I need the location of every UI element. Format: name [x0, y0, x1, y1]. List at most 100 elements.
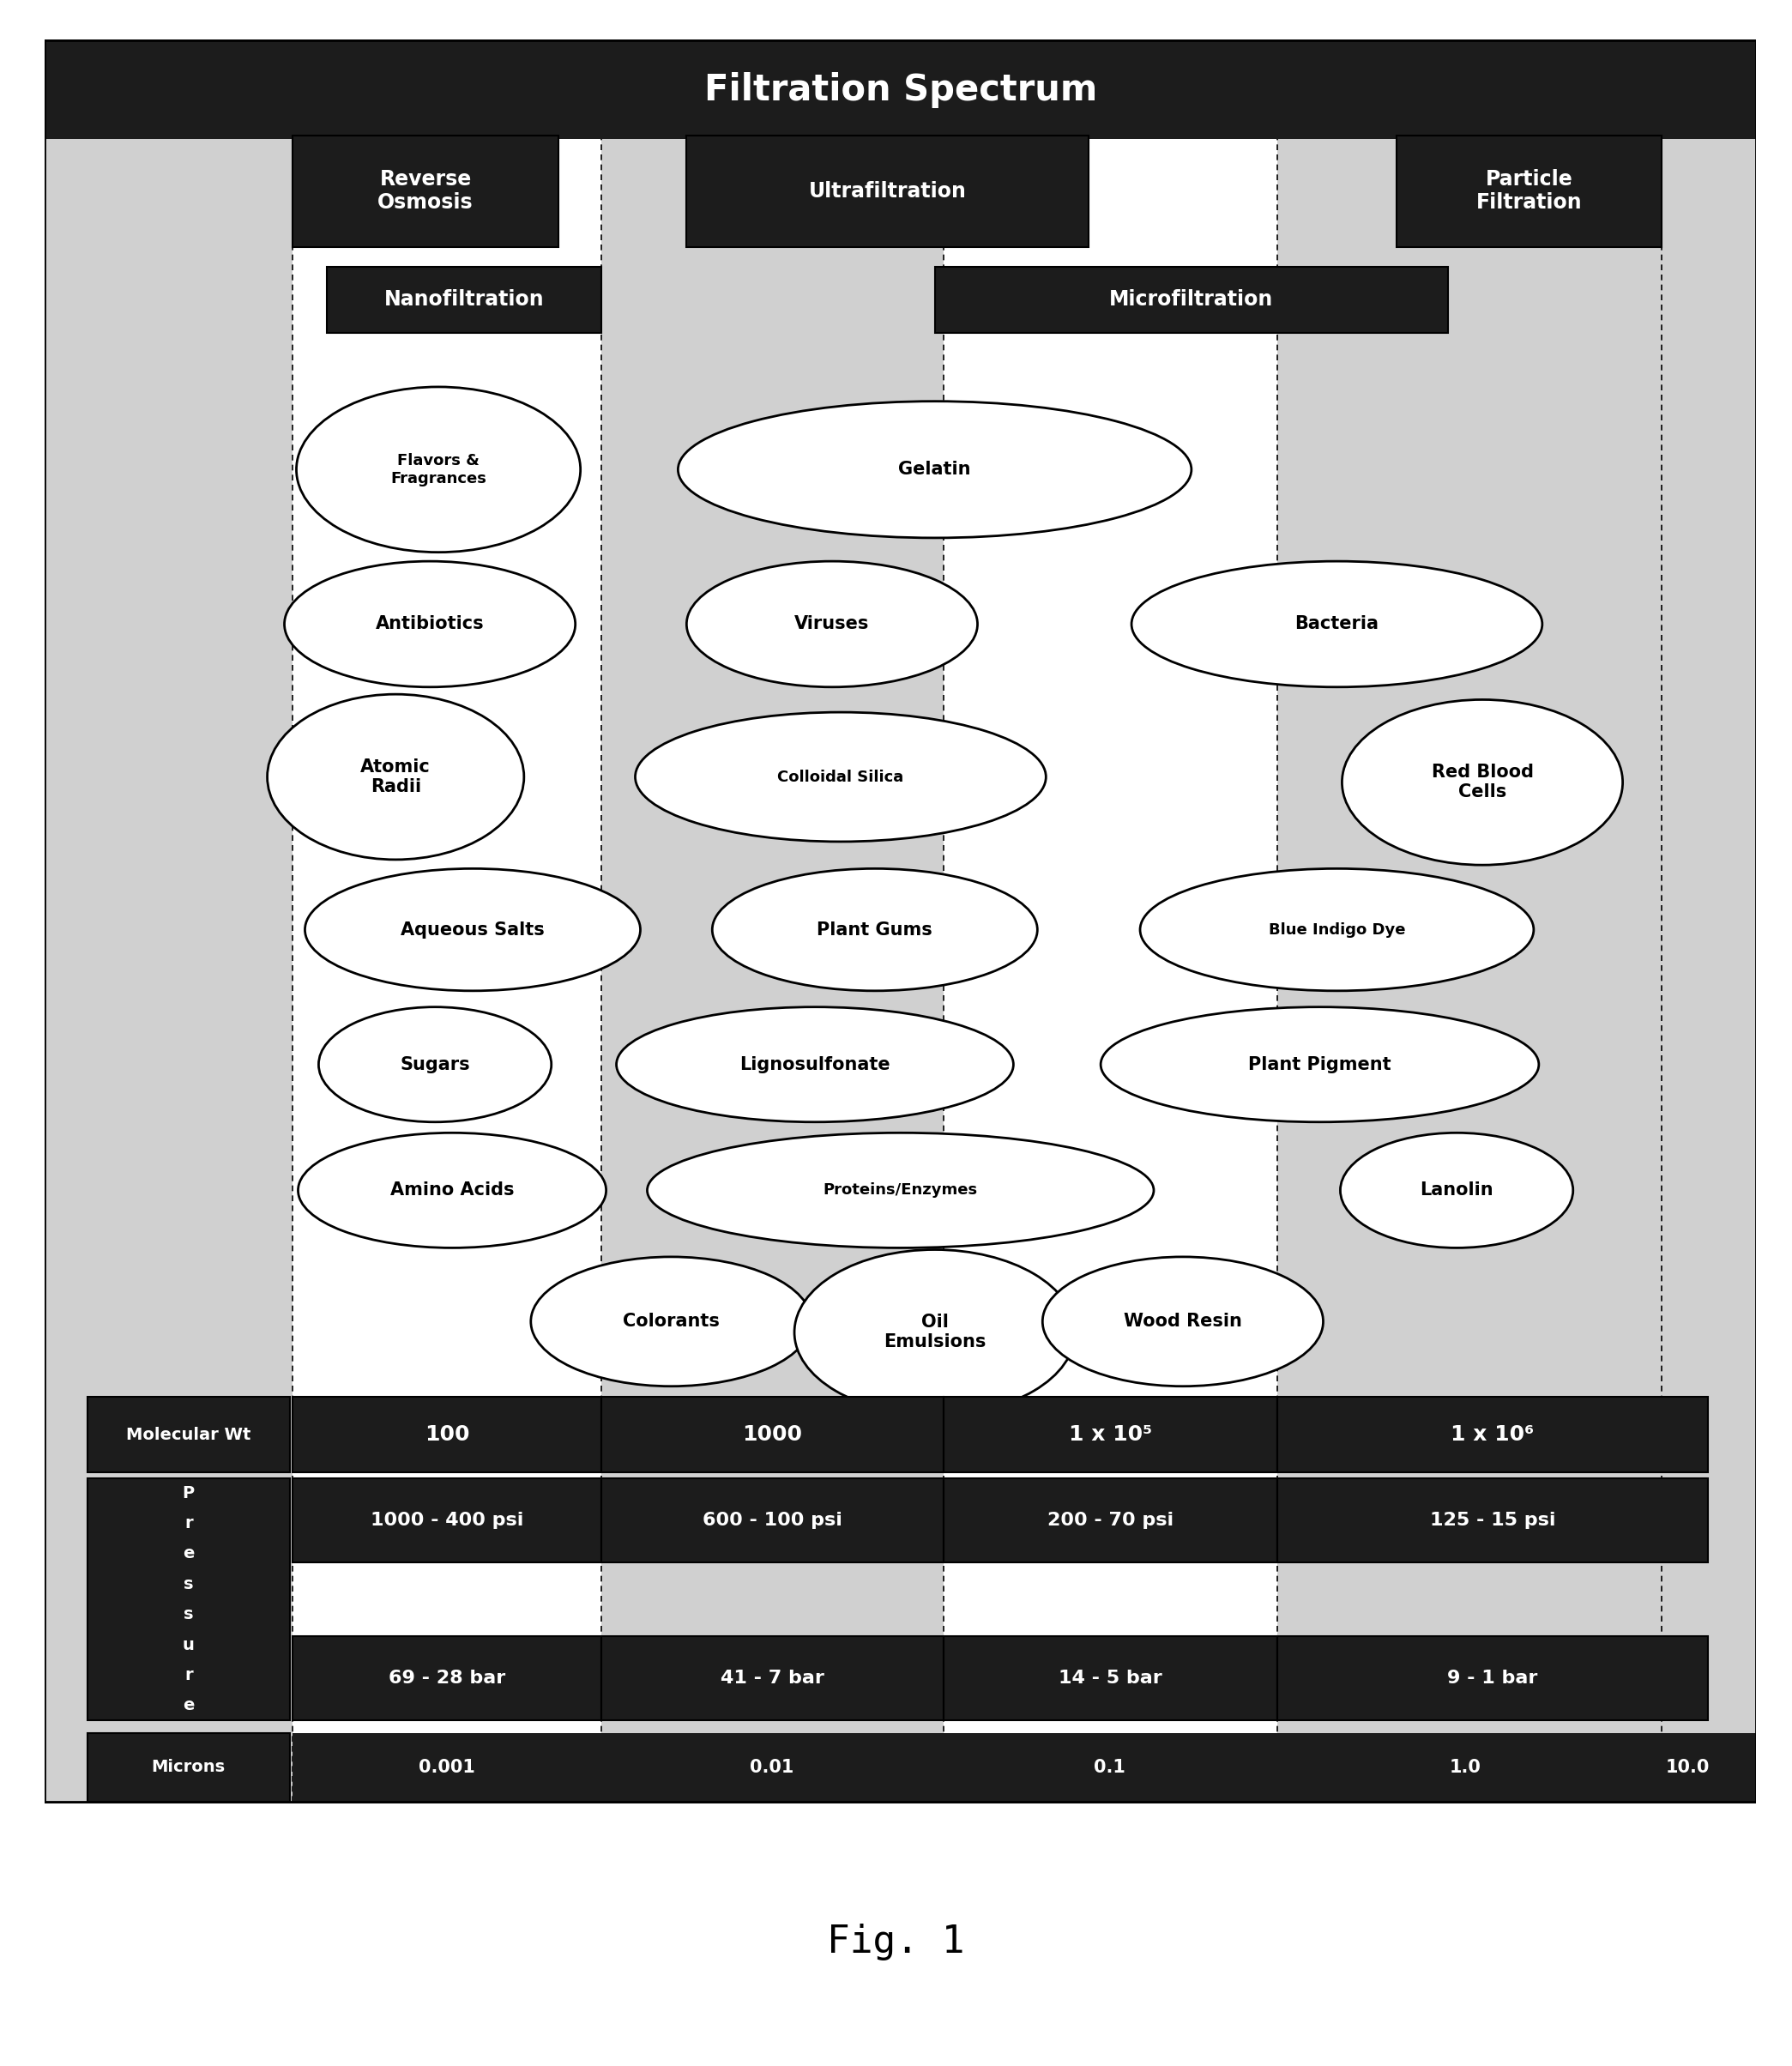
Text: 1 x 10⁵: 1 x 10⁵	[1068, 1423, 1152, 1444]
Bar	[1396, 134, 1661, 246]
Ellipse shape	[305, 868, 640, 992]
Bar	[943, 1636, 1278, 1721]
Ellipse shape	[647, 1132, 1154, 1248]
Ellipse shape	[1043, 1256, 1322, 1386]
Ellipse shape	[686, 562, 977, 688]
Bar	[600, 1636, 943, 1721]
Text: Sugars: Sugars	[400, 1056, 470, 1072]
Ellipse shape	[267, 694, 523, 859]
Text: s: s	[183, 1576, 194, 1593]
Text: e: e	[183, 1545, 194, 1562]
Text: s: s	[183, 1605, 194, 1622]
Bar	[292, 134, 559, 246]
Text: u: u	[183, 1636, 195, 1653]
Bar	[292, 1397, 600, 1473]
Text: 69 - 28 bar: 69 - 28 bar	[389, 1669, 505, 1688]
Text: Wood Resin: Wood Resin	[1124, 1314, 1242, 1331]
Ellipse shape	[296, 386, 581, 552]
Text: Plant Pigment: Plant Pigment	[1249, 1056, 1391, 1072]
Text: 10.0: 10.0	[1667, 1758, 1710, 1777]
Bar	[1278, 1636, 1708, 1721]
Ellipse shape	[297, 1132, 606, 1248]
Text: Bacteria: Bacteria	[1296, 616, 1378, 632]
Text: Atomic
Radii: Atomic Radii	[360, 758, 430, 795]
Text: Proteins/Enzymes: Proteins/Enzymes	[823, 1182, 978, 1198]
Ellipse shape	[616, 1006, 1014, 1122]
Bar	[600, 1477, 943, 1562]
Bar	[88, 1733, 290, 1802]
Text: Flavors &
Fragrances: Flavors & Fragrances	[391, 452, 486, 486]
Text: 0.01: 0.01	[751, 1758, 794, 1777]
Text: 200 - 70 psi: 200 - 70 psi	[1047, 1512, 1174, 1529]
Text: Fig. 1: Fig. 1	[828, 1923, 964, 1961]
Text: 0.001: 0.001	[419, 1758, 475, 1777]
Ellipse shape	[1100, 1006, 1539, 1122]
Text: 1.0: 1.0	[1450, 1758, 1480, 1777]
Text: Microfiltration: Microfiltration	[1109, 289, 1274, 310]
Text: r: r	[185, 1667, 194, 1684]
Bar	[1661, 138, 1756, 1802]
Text: 9 - 1 bar: 9 - 1 bar	[1448, 1669, 1538, 1688]
Text: Ultrafiltration: Ultrafiltration	[808, 180, 966, 200]
Ellipse shape	[634, 713, 1047, 841]
Text: 41 - 7 bar: 41 - 7 bar	[720, 1669, 824, 1688]
Ellipse shape	[285, 562, 575, 688]
Bar	[943, 138, 1278, 1802]
Ellipse shape	[711, 868, 1038, 992]
Text: Microns: Microns	[152, 1758, 226, 1775]
Ellipse shape	[794, 1250, 1075, 1415]
Text: 1 x 10⁶: 1 x 10⁶	[1452, 1423, 1534, 1444]
Text: Nanofiltration: Nanofiltration	[383, 289, 545, 310]
Bar	[45, 138, 292, 1802]
Text: Lanolin: Lanolin	[1419, 1182, 1493, 1198]
Bar	[292, 1636, 600, 1721]
Bar	[88, 1397, 290, 1473]
Bar	[943, 1477, 1278, 1562]
Text: Oil
Emulsions: Oil Emulsions	[883, 1314, 986, 1351]
Bar	[292, 1733, 1756, 1802]
Bar	[88, 1477, 290, 1721]
Bar	[292, 1477, 600, 1562]
Ellipse shape	[1140, 868, 1534, 992]
Text: Colloidal Silica: Colloidal Silica	[778, 769, 903, 785]
Ellipse shape	[1340, 1132, 1573, 1248]
Text: 1000: 1000	[742, 1423, 803, 1444]
Text: Antibiotics: Antibiotics	[376, 616, 484, 632]
Bar	[1278, 1477, 1708, 1562]
Ellipse shape	[530, 1256, 812, 1386]
Ellipse shape	[1342, 700, 1624, 866]
Text: Aqueous Salts: Aqueous Salts	[401, 921, 545, 938]
Text: P: P	[183, 1485, 195, 1502]
Text: Amino Acids: Amino Acids	[391, 1182, 514, 1198]
Ellipse shape	[677, 401, 1192, 537]
Bar	[292, 138, 600, 1802]
Text: Colorants: Colorants	[624, 1314, 720, 1331]
Text: r: r	[185, 1514, 194, 1531]
Bar	[1278, 138, 1661, 1802]
Bar	[600, 138, 943, 1802]
Text: e: e	[183, 1698, 194, 1713]
Text: Viruses: Viruses	[794, 616, 869, 632]
Text: Red Blood
Cells: Red Blood Cells	[1432, 764, 1534, 802]
Bar	[45, 39, 1756, 138]
Bar	[686, 134, 1090, 246]
Text: Filtration Spectrum: Filtration Spectrum	[704, 72, 1097, 107]
Text: Particle
Filtration: Particle Filtration	[1477, 169, 1582, 213]
Bar	[328, 267, 600, 333]
Text: Reverse
Osmosis: Reverse Osmosis	[378, 169, 473, 213]
Text: 125 - 15 psi: 125 - 15 psi	[1430, 1512, 1555, 1529]
Text: Lignosulfonate: Lignosulfonate	[740, 1056, 891, 1072]
Text: Molecular Wt: Molecular Wt	[125, 1428, 251, 1442]
Bar	[1278, 1397, 1708, 1473]
Text: Plant Gums: Plant Gums	[817, 921, 932, 938]
Bar	[935, 267, 1448, 333]
Ellipse shape	[319, 1006, 552, 1122]
Text: 1000 - 400 psi: 1000 - 400 psi	[371, 1512, 523, 1529]
Text: 14 - 5 bar: 14 - 5 bar	[1059, 1669, 1161, 1688]
Text: Gelatin: Gelatin	[898, 461, 971, 477]
Text: 0.1: 0.1	[1093, 1758, 1125, 1777]
Bar	[600, 1397, 943, 1473]
Ellipse shape	[1131, 562, 1543, 688]
Bar	[943, 1397, 1278, 1473]
Text: 100: 100	[425, 1423, 470, 1444]
